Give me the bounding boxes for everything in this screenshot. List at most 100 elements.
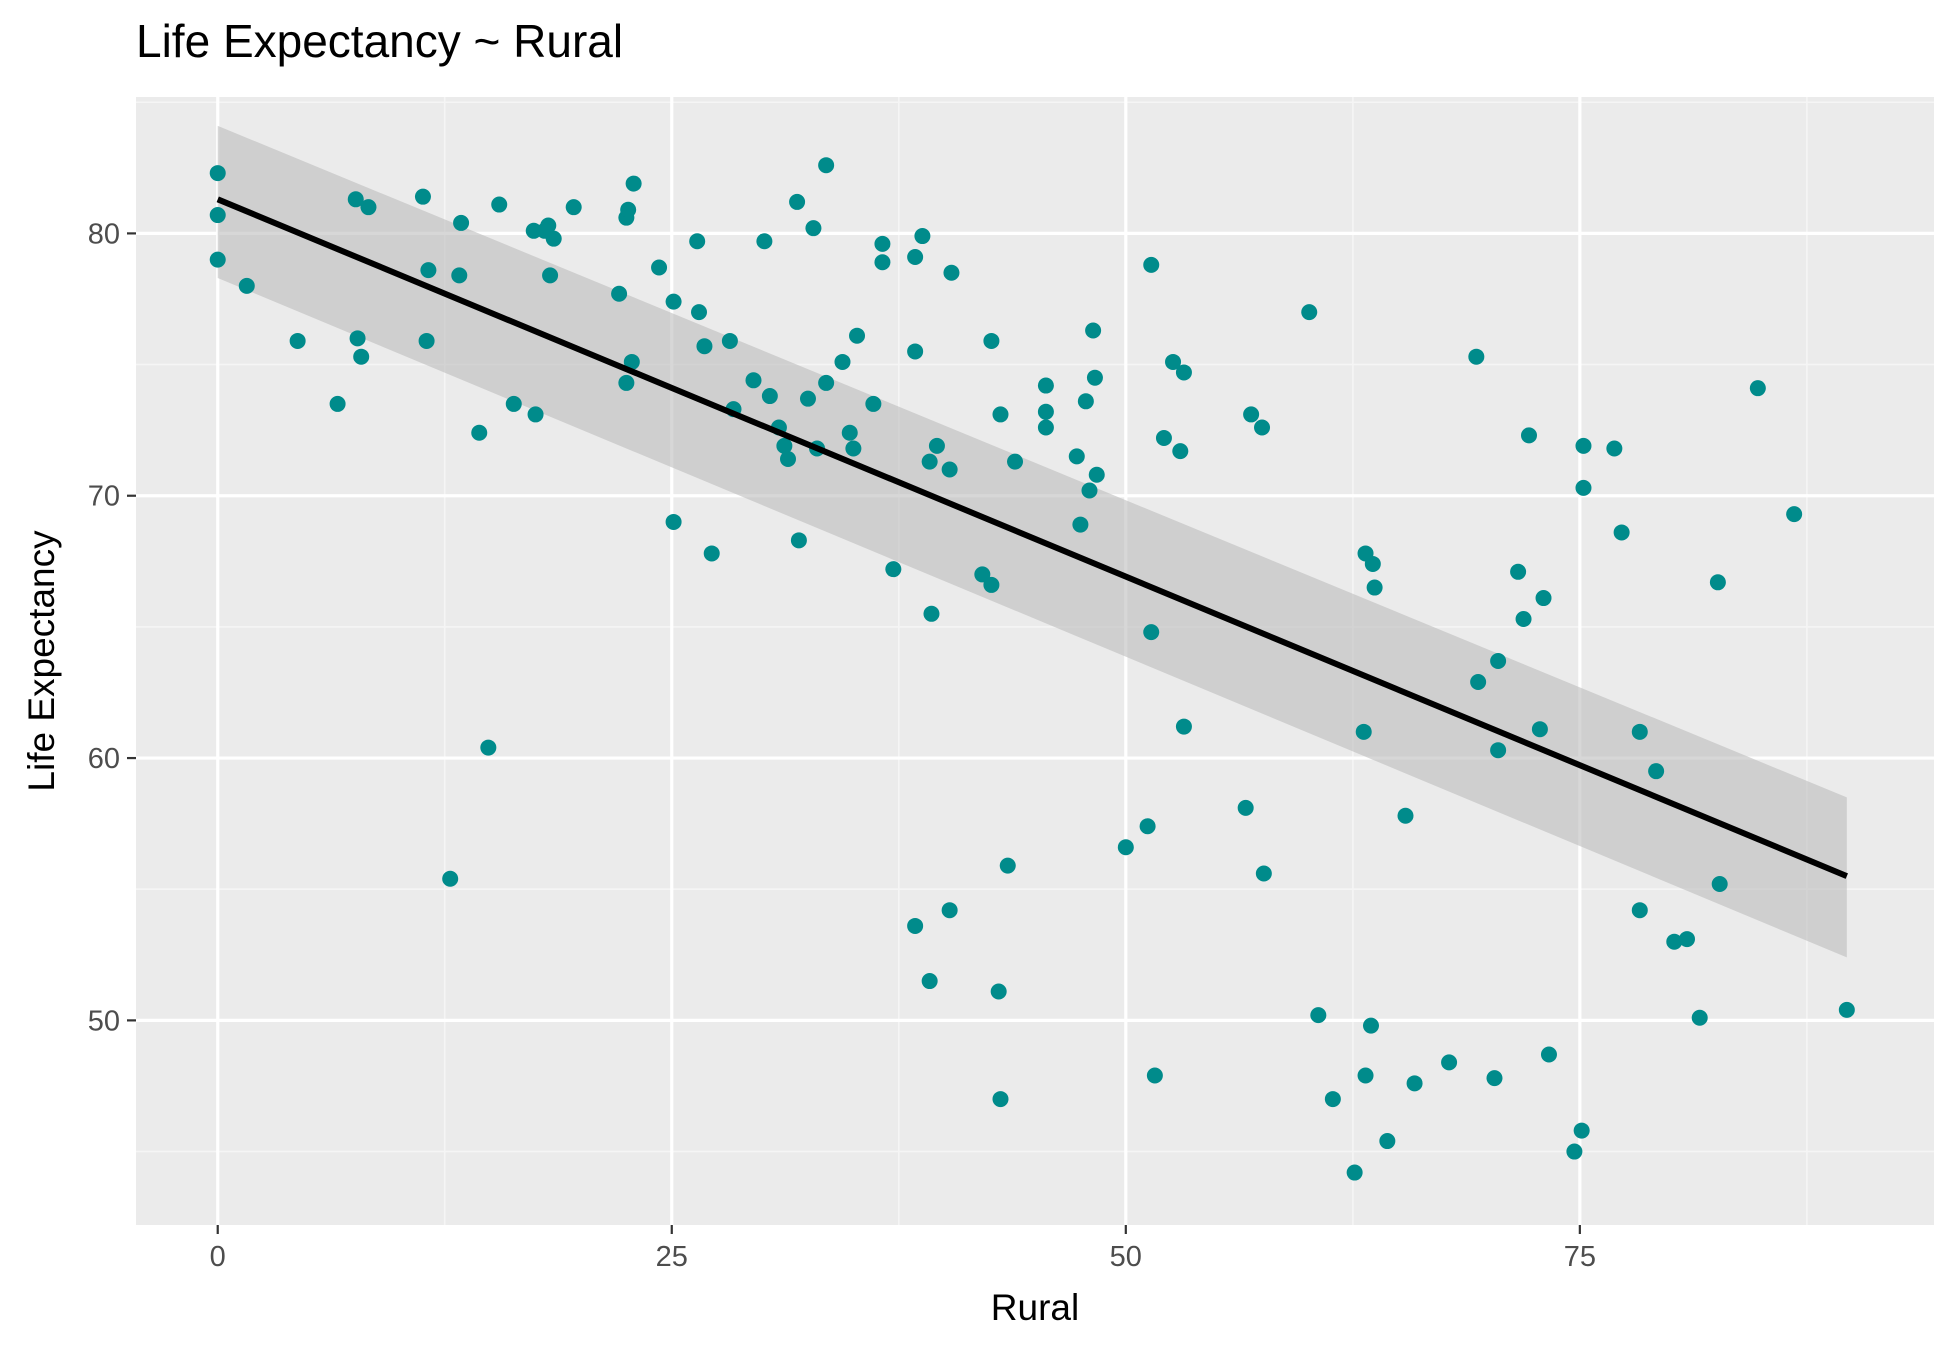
data-point [921, 453, 938, 470]
data-point [418, 332, 435, 349]
data-point [209, 207, 226, 224]
x-tick-label: 50 [1110, 1241, 1142, 1273]
data-point [1613, 524, 1630, 541]
data-point [818, 157, 835, 174]
data-point [745, 372, 762, 389]
data-point [1606, 440, 1623, 457]
data-point [289, 332, 306, 349]
data-point [1085, 322, 1102, 339]
data-point [818, 374, 835, 391]
data-point [1357, 1067, 1374, 1084]
data-point [1406, 1075, 1423, 1092]
data-point [865, 395, 882, 412]
data-point [756, 233, 773, 250]
data-point [805, 220, 822, 237]
data-point [789, 193, 806, 210]
data-point [565, 199, 582, 216]
data-point [1301, 304, 1318, 321]
data-point [761, 388, 778, 405]
points-layer [209, 157, 1855, 1181]
data-point [209, 251, 226, 268]
x-tick-label: 25 [656, 1241, 688, 1273]
data-point [1379, 1133, 1396, 1150]
data-point [625, 175, 642, 192]
data-point [414, 188, 431, 205]
data-point [329, 395, 346, 412]
x-axis: 0 25 50 75 [210, 1225, 1596, 1273]
data-point [799, 390, 816, 407]
data-point [1531, 721, 1548, 738]
data-point [1535, 590, 1552, 607]
data-point [1631, 723, 1648, 740]
data-point [941, 461, 958, 478]
data-point [1362, 1017, 1379, 1034]
data-point [1711, 875, 1728, 892]
data-point [453, 214, 470, 231]
data-point [1468, 348, 1485, 365]
data-point [1165, 353, 1182, 370]
data-point [505, 395, 522, 412]
data-point [1838, 1001, 1855, 1018]
data-point [620, 201, 637, 218]
data-point [691, 304, 708, 321]
data-point [849, 327, 866, 344]
data-point [442, 870, 459, 887]
fit-line-layer [216, 196, 1848, 879]
confidence-band-layer [217, 125, 1847, 958]
confidence-band [217, 125, 1847, 958]
data-point [992, 1091, 1009, 1108]
data-point [1490, 653, 1507, 669]
data-point [471, 424, 488, 441]
data-point [1139, 818, 1156, 835]
data-point [1631, 902, 1648, 919]
data-point [1566, 1143, 1583, 1160]
data-point [1397, 807, 1414, 824]
data-point [834, 353, 851, 370]
data-point [1520, 427, 1537, 444]
data-point [238, 277, 255, 294]
data-point [1255, 865, 1272, 882]
data-point [1155, 430, 1172, 447]
data-point [992, 406, 1009, 423]
data-point [703, 545, 720, 562]
data-point [1691, 1009, 1708, 1026]
data-point [665, 293, 682, 310]
data-point [1709, 574, 1726, 591]
data-point [907, 917, 924, 934]
data-point [1441, 1054, 1458, 1071]
data-point [1037, 419, 1054, 436]
data-point [907, 343, 924, 360]
data-point [349, 330, 366, 347]
data-point [1510, 563, 1527, 580]
data-point [542, 267, 559, 284]
data-point [491, 196, 508, 213]
data-point [1254, 419, 1271, 436]
data-point [1324, 1091, 1341, 1108]
data-point [1679, 931, 1696, 948]
data-point [928, 437, 945, 454]
data-point [1666, 933, 1683, 950]
data-point [1470, 673, 1487, 690]
data-point [689, 233, 706, 250]
data-point [1081, 482, 1098, 499]
data-point [1086, 369, 1103, 386]
data-point [1237, 799, 1254, 816]
data-point [1786, 506, 1803, 523]
data-point [1068, 448, 1085, 465]
data-point [780, 451, 797, 468]
data-point [1143, 624, 1160, 641]
data-point [1088, 466, 1105, 483]
data-point [1364, 555, 1381, 572]
y-tick-label: 60 [88, 743, 120, 775]
data-point [1037, 377, 1054, 394]
y-axis: 50 60 70 80 [88, 218, 136, 1037]
data-point [209, 165, 226, 182]
data-point [611, 285, 628, 302]
data-point [974, 566, 991, 583]
data-point [1486, 1070, 1503, 1087]
data-point [1346, 1164, 1363, 1181]
data-point [923, 605, 940, 622]
data-point [1007, 453, 1024, 470]
data-point [360, 199, 377, 216]
